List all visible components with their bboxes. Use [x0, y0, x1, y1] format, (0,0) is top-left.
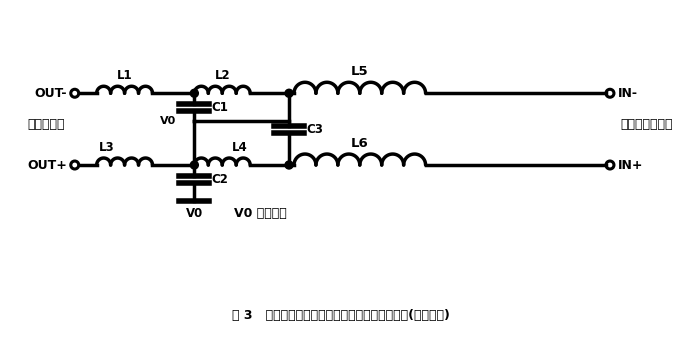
Text: OUT-: OUT-: [34, 87, 66, 100]
Text: L5: L5: [351, 65, 369, 78]
Text: IN-: IN-: [618, 87, 638, 100]
Text: L4: L4: [232, 141, 248, 154]
Text: 图 3   传感器电路与前置放大电路之间的隔离电路(滤波电路): 图 3 传感器电路与前置放大电路之间的隔离电路(滤波电路): [232, 309, 450, 322]
Text: IN+: IN+: [618, 159, 643, 171]
Circle shape: [190, 161, 199, 169]
Text: L2: L2: [214, 69, 230, 82]
Text: L1: L1: [116, 69, 132, 82]
Text: C3: C3: [306, 123, 323, 136]
Text: C2: C2: [211, 173, 228, 186]
Circle shape: [285, 89, 293, 97]
Circle shape: [285, 161, 293, 169]
Text: C1: C1: [211, 101, 228, 114]
Text: V0: V0: [186, 207, 203, 220]
Text: 传感器输出: 传感器输出: [27, 118, 65, 131]
Circle shape: [190, 89, 199, 97]
Text: OUT+: OUT+: [27, 159, 66, 171]
Text: V0: V0: [160, 116, 177, 126]
Text: L3: L3: [99, 141, 114, 154]
Text: 前置放大器输入: 前置放大器输入: [620, 118, 673, 131]
Text: L6: L6: [351, 137, 369, 150]
Text: V0 为模拟地: V0 为模拟地: [234, 207, 287, 220]
